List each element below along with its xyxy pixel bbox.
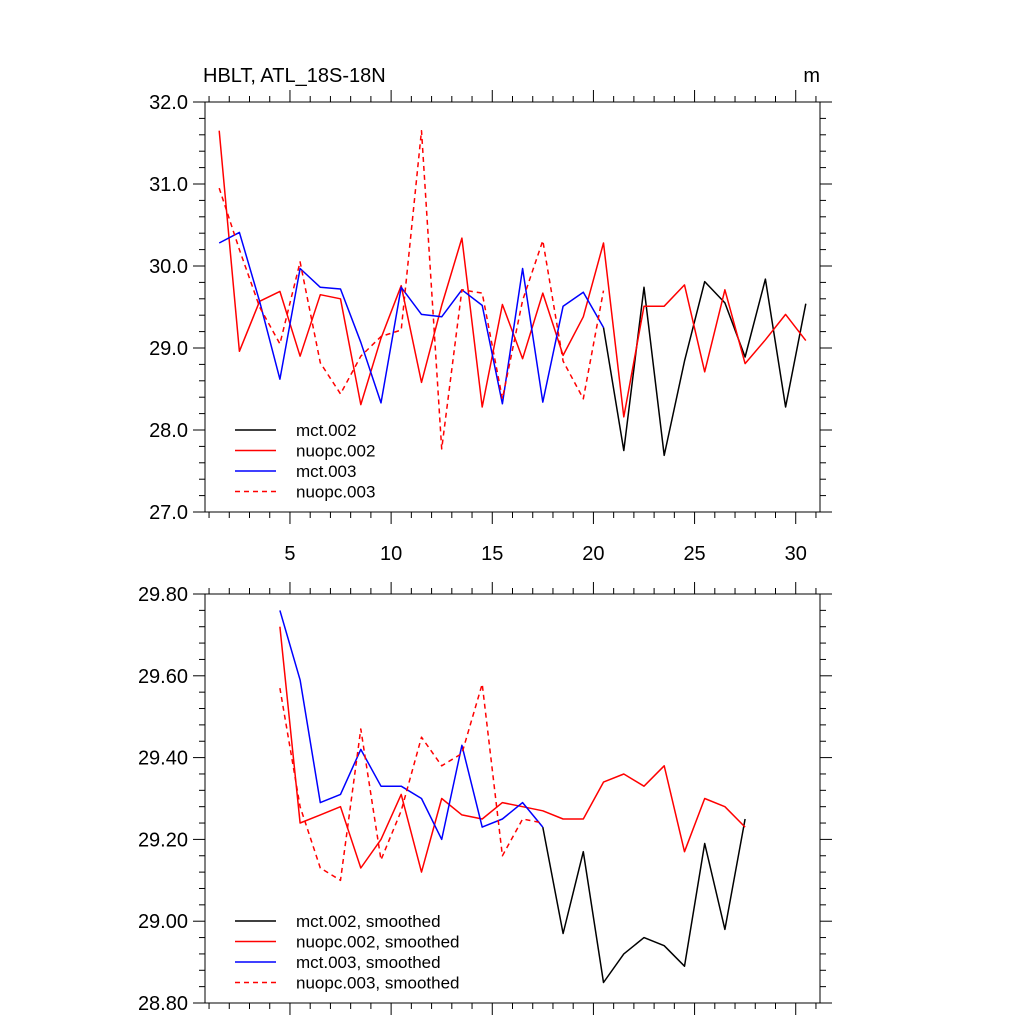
chart-title: HBLT, ATL_18S-18N: [203, 65, 386, 87]
y-tick-label: 27.0: [149, 502, 188, 524]
series-line-nuopc-003-smoothed: [279, 683, 543, 882]
y-tick-label: 31.0: [149, 174, 188, 196]
legend-label: nuopc.002, smoothed: [296, 933, 460, 952]
y-tick-label: 28.80: [138, 993, 188, 1015]
y-tick-label: 29.00: [138, 911, 188, 933]
series-line-mct-003-smoothed: [279, 610, 544, 841]
legend-label: nuopc.003, smoothed: [296, 974, 460, 993]
y-tick-label: 30.0: [149, 256, 188, 278]
series-line-nuopc-002-smoothed: [279, 626, 746, 873]
series-line-nuopc-002: [218, 130, 807, 418]
x-tick-label: 20: [582, 543, 604, 565]
x-tick-label: 10: [380, 543, 402, 565]
x-tick-label: 25: [683, 543, 705, 565]
y-tick-label: 29.0: [149, 338, 188, 360]
series-line-mct-002: [602, 278, 807, 457]
legend-label: mct.003, smoothed: [296, 953, 441, 972]
series-line-nuopc-003: [218, 129, 605, 450]
x-tick-label: 15: [481, 543, 503, 565]
y-tick-label: 29.20: [138, 829, 188, 851]
series-line-mct-003: [218, 231, 605, 405]
x-tick-label: 30: [785, 543, 807, 565]
legend-label: mct.002, smoothed: [296, 912, 441, 931]
legend-label: nuopc.003: [296, 483, 375, 502]
legend-label: mct.003: [296, 462, 356, 481]
chart-units-label: m: [803, 65, 820, 87]
y-tick-label: 29.80: [138, 584, 188, 606]
y-tick-label: 28.0: [149, 420, 188, 442]
legend-label: mct.002: [296, 421, 356, 440]
y-tick-label: 32.0: [149, 92, 188, 114]
legend-label: nuopc.002: [296, 442, 375, 461]
series-line-mct-002-smoothed: [542, 818, 746, 984]
y-tick-label: 29.40: [138, 748, 188, 770]
x-tick-label: 5: [284, 543, 295, 565]
y-tick-label: 29.60: [138, 666, 188, 688]
